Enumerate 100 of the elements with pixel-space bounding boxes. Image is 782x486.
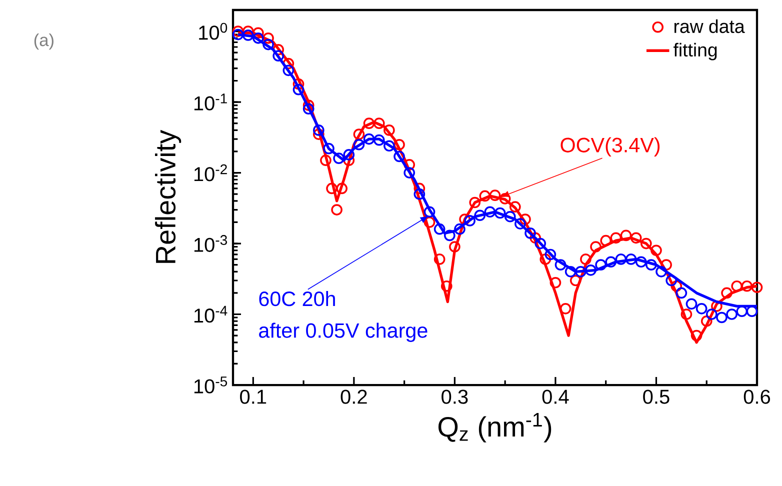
point	[706, 308, 718, 320]
point	[726, 308, 738, 320]
point	[444, 230, 456, 242]
point	[353, 138, 365, 150]
point	[469, 196, 481, 208]
point	[580, 254, 592, 265]
point	[741, 280, 753, 292]
point	[635, 256, 647, 268]
point	[550, 276, 562, 288]
point	[363, 133, 375, 145]
point	[570, 274, 582, 286]
x-tick-label: 0.4	[542, 390, 569, 404]
point	[554, 259, 566, 270]
legend-label: raw data	[674, 19, 745, 34]
point	[440, 280, 452, 292]
point	[320, 154, 332, 166]
point	[323, 142, 334, 154]
point	[336, 182, 348, 194]
point	[363, 118, 375, 130]
point	[751, 282, 763, 294]
point	[484, 206, 496, 218]
point	[650, 244, 662, 256]
point	[666, 274, 678, 286]
point	[414, 182, 426, 194]
point	[333, 152, 344, 164]
annotation: 60C 20h	[259, 290, 335, 306]
x-tick-label: 0.6	[744, 390, 770, 404]
point	[494, 207, 506, 219]
legend-label: fitting	[674, 42, 717, 60]
point	[449, 241, 460, 252]
point	[292, 78, 304, 90]
point	[326, 182, 338, 194]
point	[560, 302, 572, 314]
point	[656, 266, 667, 278]
point	[394, 150, 405, 162]
point	[474, 210, 486, 222]
point	[424, 206, 436, 218]
point	[590, 241, 602, 252]
point	[520, 214, 531, 225]
point	[489, 190, 501, 201]
point	[620, 230, 632, 242]
point	[302, 100, 314, 111]
y-axis-title: Reflectivity	[155, 130, 182, 263]
point	[384, 140, 395, 152]
y-tick-label: 10$^{-2}$	[194, 164, 227, 182]
point	[646, 259, 657, 270]
point	[499, 193, 511, 204]
point	[544, 248, 556, 260]
point	[331, 204, 342, 216]
text: (a)	[34, 33, 54, 50]
point	[716, 312, 728, 324]
point	[731, 280, 743, 292]
point	[585, 264, 596, 276]
point	[640, 238, 652, 250]
point	[434, 223, 446, 235]
point	[454, 223, 466, 235]
point	[625, 254, 637, 265]
point	[404, 167, 416, 178]
point	[232, 26, 244, 37]
x-axis-title: Q$_{z}$ (nm$^{-1}$)	[438, 413, 552, 442]
point	[262, 38, 274, 50]
point	[414, 188, 426, 200]
point	[373, 134, 385, 146]
point	[524, 228, 536, 239]
point	[574, 266, 586, 278]
point	[676, 287, 688, 299]
point	[282, 64, 294, 76]
point	[610, 232, 622, 244]
point	[459, 214, 470, 225]
point	[394, 138, 405, 150]
point	[504, 210, 516, 222]
point	[700, 315, 712, 327]
point	[272, 50, 284, 62]
annotation: after 0.05V charge	[259, 322, 428, 342]
point	[540, 254, 552, 265]
point	[292, 84, 304, 96]
x-tick-label: 0.2	[340, 390, 367, 404]
point	[509, 201, 521, 213]
x-tick-label: 0.1	[240, 390, 266, 404]
point	[686, 298, 698, 310]
point	[670, 280, 682, 292]
x-tick-label: 0.3	[442, 390, 468, 404]
point	[680, 308, 692, 320]
point	[595, 259, 606, 270]
point	[696, 302, 708, 314]
point	[252, 32, 264, 44]
y-tick-label: 10$^{-3}$	[194, 235, 228, 252]
y-tick-label: 10$^{0}$	[199, 22, 228, 40]
point	[424, 216, 436, 228]
point	[721, 287, 732, 299]
point	[434, 254, 446, 265]
point	[282, 58, 294, 70]
point	[630, 232, 642, 244]
point	[312, 128, 324, 140]
annotation: OCV(3.4V)	[560, 137, 660, 157]
point	[312, 124, 324, 136]
point	[514, 218, 526, 230]
point	[232, 28, 244, 40]
point	[252, 27, 264, 39]
point	[262, 32, 274, 44]
